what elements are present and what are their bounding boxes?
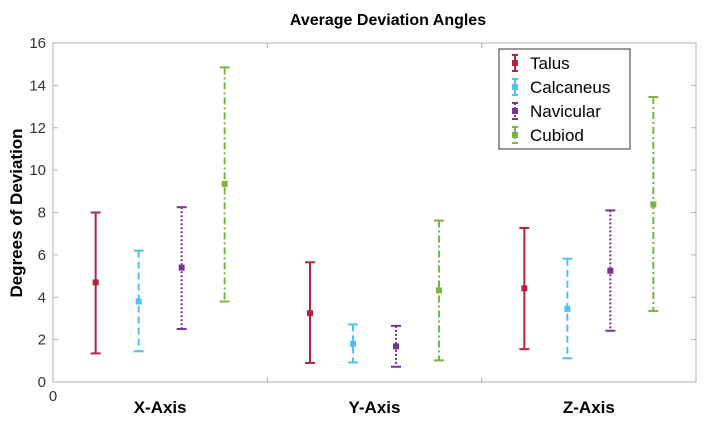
mean-marker: [521, 285, 528, 292]
y-tick-label: 16: [29, 35, 46, 52]
y-tick-label: 4: [38, 289, 46, 306]
y-tick-label: 12: [29, 120, 46, 137]
x-category-label: Z-Axis: [563, 398, 615, 416]
y-axis-label: Degrees of Deviation: [7, 128, 26, 297]
mean-marker: [393, 343, 399, 350]
x-category-label: X-Axis: [134, 398, 187, 416]
y-tick-label: 14: [29, 77, 46, 94]
mean-marker: [221, 180, 228, 187]
legend-item: Talus: [512, 54, 570, 73]
mean-marker: [607, 267, 614, 274]
legend-swatch-marker: [512, 84, 518, 90]
legend-label: Talus: [530, 54, 570, 73]
mean-marker: [135, 298, 142, 305]
mean-marker: [650, 201, 657, 208]
legend-item: Cubiod: [512, 126, 584, 145]
mean-marker: [350, 340, 356, 347]
mean-marker: [307, 310, 313, 317]
mean-marker: [564, 305, 571, 312]
series-cubiod: [219, 66, 659, 362]
y-tick-label: 2: [38, 332, 46, 349]
legend-label: Navicular: [530, 102, 601, 121]
series-talus: [90, 211, 530, 364]
y-tick-label: 6: [38, 247, 46, 264]
legend-label: Calcaneus: [530, 78, 610, 97]
y-tick-label: 0: [38, 374, 46, 391]
x-tick-label-zero: 0: [49, 388, 57, 405]
mean-marker: [92, 279, 99, 286]
legend-item: Calcaneus: [512, 78, 610, 97]
mean-marker: [436, 287, 442, 294]
error-bars: [90, 66, 659, 368]
legend-label: Cubiod: [530, 126, 584, 145]
mean-marker: [178, 264, 185, 271]
series-navicular: [176, 206, 616, 368]
legend-item: Navicular: [512, 102, 601, 121]
y-tick-label: 8: [38, 205, 46, 222]
legend-box: [498, 48, 631, 150]
legend: Talus Calcaneus Navicular Cubiod: [498, 48, 631, 150]
y-axis: 0 2 4 6 8 10 12 14 16: [29, 35, 696, 391]
chart-title: Average Deviation Angles: [290, 12, 486, 29]
x-axis: 0 X-Axis Y-Axis Z-Axis: [49, 43, 615, 417]
legend-swatch-marker: [512, 60, 518, 66]
legend-swatch-marker: [512, 108, 518, 114]
legend-swatch-marker: [512, 132, 518, 138]
y-tick-label: 10: [29, 162, 46, 179]
x-category-label: Y-Axis: [349, 398, 401, 416]
series-calcaneus: [133, 249, 573, 364]
